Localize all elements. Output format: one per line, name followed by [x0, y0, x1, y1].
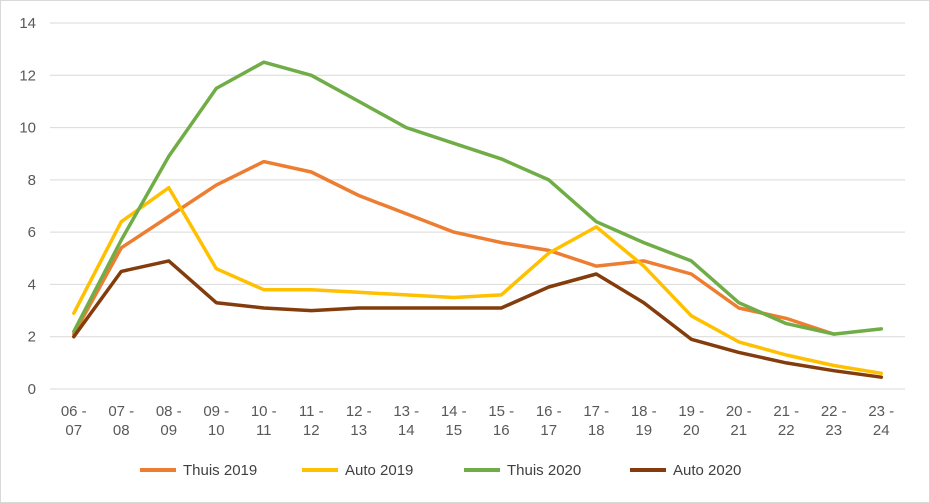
x-tick-label-line: 08 - [156, 403, 182, 420]
x-tick-label-line: 22 [778, 422, 795, 439]
y-tick-label: 4 [28, 276, 36, 293]
x-tick-label: 18 - 19 [631, 403, 657, 439]
x-tick-label: 16 - 17 [536, 403, 562, 439]
x-tick-label: 06 - 07 [61, 403, 87, 439]
x-tick-label-line: 17 - [583, 403, 609, 420]
x-tick-label-line: 15 - [488, 403, 514, 420]
x-tick-label-line: 12 [303, 422, 320, 439]
x-tick-label-line: 09 - [203, 403, 229, 420]
x-tick-label-line: 20 [683, 422, 700, 439]
x-tick-label-line: 16 - [536, 403, 562, 420]
y-tick-label: 14 [19, 15, 36, 32]
x-tick-label-line: 13 - [393, 403, 419, 420]
x-tick-label-line: 18 [588, 422, 605, 439]
legend-label: Auto 2020 [673, 462, 741, 479]
x-tick-label-line: 17 [540, 422, 557, 439]
x-tick-label-line: 19 - [678, 403, 704, 420]
y-tick-label: 2 [28, 329, 36, 346]
x-tick-label: 11 - 12 [299, 403, 324, 439]
legend-label: Thuis 2019 [183, 462, 257, 479]
y-tick-label: 8 [28, 172, 36, 189]
x-tick-label-line: 10 [208, 422, 225, 439]
x-tick-label-line: 14 [398, 422, 415, 439]
y-axis-ticks: 0 2 4 6 8 10 12 14 [19, 15, 36, 398]
series-line-auto-2020 [72, 259, 884, 379]
x-tick-label: 13 - 14 [393, 403, 419, 439]
x-tick-label-line: 18 - [631, 403, 657, 420]
x-tick-label: 17 - 18 [583, 403, 609, 439]
x-tick-label: 09 - 10 [203, 403, 229, 439]
x-tick-label-line: 24 [873, 422, 890, 439]
x-tick-label-line: 11 - [299, 403, 324, 420]
x-tick-label: 22 - 23 [821, 403, 847, 439]
legend-label: Thuis 2020 [507, 462, 581, 479]
y-tick-label: 12 [19, 67, 36, 84]
x-tick-label: 12 - 13 [346, 403, 372, 439]
x-tick-label-line: 12 - [346, 403, 372, 420]
x-tick-label-line: 10 - [251, 403, 277, 420]
x-tick-label: 15 - 16 [488, 403, 514, 439]
x-tick-label-line: 23 - [868, 403, 894, 420]
x-tick-label-line: 23 [825, 422, 842, 439]
series-line-thuis-2020 [72, 60, 884, 336]
gridlines [50, 22, 905, 338]
x-tick-label-line: 09 [160, 422, 177, 439]
x-tick-label: 23 - 24 [868, 403, 894, 439]
legend: Thuis 2019 Auto 2019 Thuis 2020 Auto 2020 [140, 462, 741, 479]
x-tick-label: 19 - 20 [678, 403, 704, 439]
x-tick-label: 14 - 15 [441, 403, 467, 439]
x-tick-label-line: 06 - [61, 403, 87, 420]
x-tick-label: 21 - 22 [773, 403, 799, 439]
x-tick-label: 10 - 11 [251, 403, 277, 439]
x-tick-label-line: 07 - [108, 403, 134, 420]
x-tick-label-line: 15 [445, 422, 462, 439]
x-tick-label-line: 13 [350, 422, 367, 439]
y-tick-label: 10 [19, 120, 36, 137]
x-tick-label: 08 - 09 [156, 403, 182, 439]
x-tick-label-line: 20 - [726, 403, 752, 420]
x-tick-label-line: 21 [730, 422, 747, 439]
y-tick-label: 0 [28, 381, 36, 398]
x-axis-ticks: 06 - 07 07 - 08 08 - 09 09 - 10 10 - 11 11 - 12 12 -… [61, 403, 894, 439]
x-tick-label-line: 16 [493, 422, 510, 439]
x-tick-label-line: 08 [113, 422, 130, 439]
x-tick-label-line: 19 [635, 422, 652, 439]
x-tick-label-line: 07 [65, 422, 82, 439]
series-lines [72, 60, 884, 379]
x-tick-label: 20 - 21 [726, 403, 752, 439]
x-tick-label-line: 22 - [821, 403, 847, 420]
x-tick-label-line: 21 - [773, 403, 799, 420]
series-line-auto-2019 [72, 185, 884, 376]
legend-label: Auto 2019 [345, 462, 413, 479]
series-line-thuis-2019 [72, 159, 836, 336]
x-tick-label: 07 - 08 [108, 403, 134, 439]
x-tick-label-line: 14 - [441, 403, 467, 420]
y-tick-label: 6 [28, 224, 36, 241]
x-tick-label-line: 11 [256, 422, 272, 439]
